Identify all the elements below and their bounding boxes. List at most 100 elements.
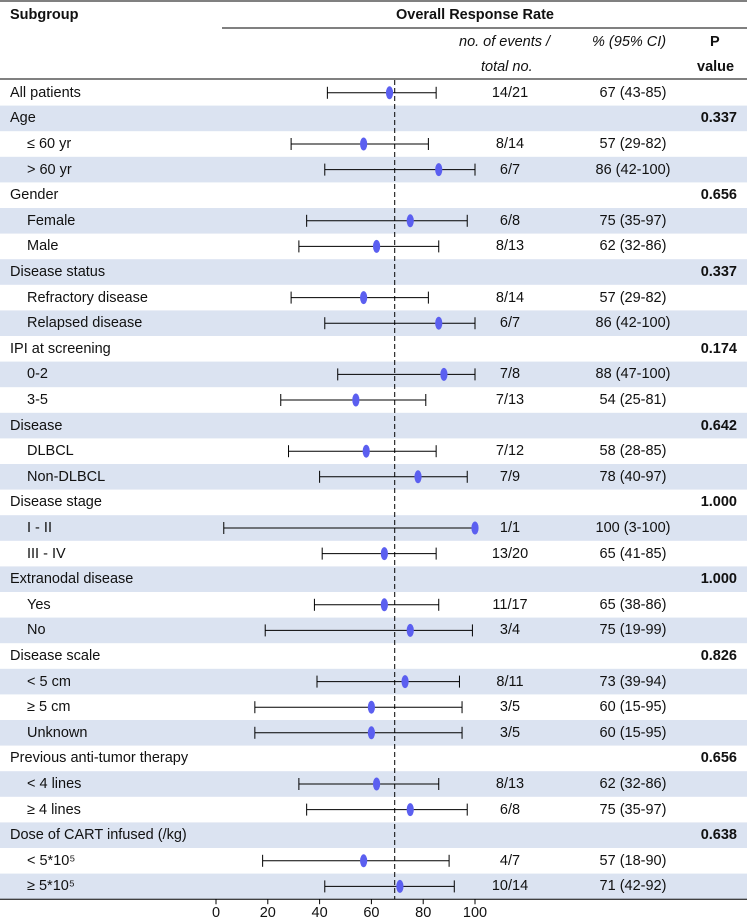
events-count: 14/21	[491, 85, 529, 101]
x-tick-label: 80	[415, 905, 431, 921]
group-label: Dose of CART infused (/kg)	[10, 827, 187, 843]
subgroup-label: Female	[27, 213, 76, 229]
subgroup-label: ≤ 60 yr	[27, 136, 72, 152]
group-label: IPI at screening	[10, 341, 111, 357]
point-estimate	[380, 598, 388, 612]
point-estimate	[440, 367, 448, 381]
point-estimate	[380, 547, 388, 561]
point-estimate	[396, 879, 404, 893]
p-value: 0.656	[700, 750, 737, 766]
p-value: 0.656	[700, 187, 737, 203]
events-count: 11/17	[492, 597, 528, 613]
response-rate-ci: 60 (15-95)	[599, 699, 667, 715]
response-rate-ci: 60 (15-95)	[599, 725, 667, 741]
events-count: 8/13	[495, 776, 525, 792]
p-value: 0.638	[700, 827, 737, 843]
subgroup-label: ≥ 4 lines	[27, 802, 81, 818]
subgroup-label: < 4 lines	[27, 776, 82, 792]
response-rate-ci: 71 (42-92)	[599, 878, 667, 894]
events-count: 4/7	[499, 853, 521, 869]
response-rate-ci: 57 (29-82)	[599, 136, 667, 152]
subgroup-label: 0-2	[27, 366, 48, 382]
point-estimate	[435, 316, 443, 330]
row-shade-band	[0, 566, 747, 592]
response-rate-ci: 67 (43-85)	[599, 85, 667, 101]
subgroup-label: Unknown	[27, 725, 88, 741]
subgroup-label: ≥ 5*10⁵	[27, 878, 75, 894]
point-estimate	[352, 393, 360, 407]
group-label: Age	[10, 110, 36, 126]
point-estimate	[406, 623, 414, 637]
response-rate-ci: 57 (29-82)	[599, 290, 667, 306]
response-rate-ci: 62 (32-86)	[599, 776, 667, 792]
events-count: 3/5	[499, 699, 521, 715]
response-rate-ci: 78 (40-97)	[599, 469, 667, 485]
row-shade-band	[0, 259, 747, 285]
events-count: 7/9	[499, 469, 521, 485]
point-estimate	[435, 163, 443, 177]
response-rate-ci: 86 (42-100)	[595, 315, 671, 331]
events-count: 3/5	[499, 725, 521, 741]
events-count: 13/20	[491, 546, 529, 562]
p-value: 1.000	[700, 571, 737, 587]
x-axis: 0 20 40 60 80 100	[0, 898, 747, 921]
subgroup-label: DLBCL	[27, 443, 74, 459]
events-count: 7/8	[499, 366, 521, 382]
subgroup-label: Male	[27, 238, 59, 254]
point-estimate	[385, 86, 394, 100]
p-value: 0.337	[700, 110, 737, 126]
events-count: 7/12	[495, 443, 525, 459]
subgroup-label: Yes	[27, 597, 51, 613]
events-count: 8/11	[496, 674, 524, 690]
p-value: 0.174	[700, 341, 737, 357]
response-rate-ci: 100 (3-100)	[595, 520, 671, 536]
point-estimate	[414, 470, 422, 484]
point-estimate	[406, 214, 414, 228]
p-value: 1.000	[700, 494, 737, 510]
point-estimate	[367, 700, 375, 714]
events-count: 6/7	[499, 315, 521, 331]
group-label: Disease stage	[10, 494, 102, 510]
plot-area	[223, 80, 479, 900]
group-label: All patients	[10, 85, 81, 101]
p-value: 0.826	[700, 648, 737, 664]
response-rate-ci: 57 (18-90)	[599, 853, 667, 869]
events-count: 6/7	[499, 162, 521, 178]
group-label: Disease status	[10, 264, 106, 280]
subgroup-label: > 60 yr	[27, 162, 72, 178]
group-label: Disease scale	[10, 648, 101, 664]
x-tick-label: 0	[212, 905, 220, 921]
point-estimate	[362, 444, 370, 458]
response-rate-ci: 54 (25-81)	[599, 392, 667, 408]
subgroup-label: No	[27, 622, 46, 638]
point-estimate	[372, 777, 381, 791]
header-p-line2: value	[697, 59, 735, 75]
subgroup-label: Non-DLBCL	[27, 469, 106, 485]
subgroup-label: 3-5	[27, 392, 48, 408]
events-count: 7/13	[495, 392, 525, 408]
row-bands	[0, 105, 747, 900]
x-tick-label: 60	[363, 905, 379, 921]
header-p-line1: P	[710, 34, 720, 50]
row-shade-band	[0, 822, 747, 848]
row-shade-band	[0, 105, 747, 132]
response-rate-ci: 88 (47-100)	[595, 366, 671, 382]
subgroup-label: ≥ 5 cm	[27, 699, 71, 715]
response-rate-ci: 73 (39-94)	[599, 674, 667, 690]
group-label: Extranodal disease	[10, 571, 134, 587]
subgroup-label: Relapsed disease	[27, 315, 143, 331]
point-estimate	[401, 675, 409, 689]
response-rate-ci: 86 (42-100)	[595, 162, 671, 178]
events-count: 10/14	[491, 878, 529, 894]
x-tick-label: 40	[312, 905, 328, 921]
group-label: Previous anti-tumor therapy	[10, 750, 189, 766]
header-subgroup: Subgroup	[10, 7, 79, 23]
x-tick-label: 20	[260, 905, 276, 921]
x-tick-label: 100	[463, 905, 487, 921]
group-label: Disease	[10, 418, 63, 434]
p-value: 0.642	[700, 418, 737, 434]
header-ci: % (95% CI)	[592, 34, 667, 50]
events-count: 8/14	[495, 290, 525, 306]
header-title: Overall Response Rate	[396, 7, 554, 23]
